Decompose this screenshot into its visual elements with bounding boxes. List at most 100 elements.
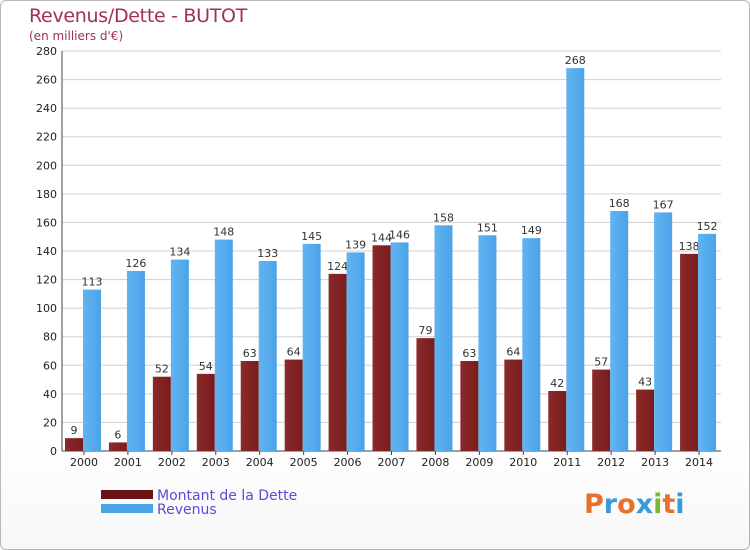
legend-label-revenue: Revenus bbox=[157, 502, 217, 518]
data-label-debt: 43 bbox=[638, 376, 652, 389]
data-label-debt: 6 bbox=[114, 428, 121, 441]
x-tick-label: 2005 bbox=[290, 456, 318, 469]
y-tick-label: 260 bbox=[36, 74, 57, 87]
bar-debt-2004 bbox=[240, 361, 259, 451]
data-label-revenue: 152 bbox=[697, 220, 718, 233]
data-label-debt: 9 bbox=[71, 424, 78, 437]
y-tick-label: 40 bbox=[43, 388, 57, 401]
bar-revenue-2003 bbox=[214, 239, 233, 451]
data-label-debt: 57 bbox=[594, 356, 608, 369]
data-label-debt: 64 bbox=[506, 346, 520, 359]
y-tick-label: 280 bbox=[36, 45, 57, 58]
data-label-revenue: 151 bbox=[477, 221, 498, 234]
x-tick-label: 2010 bbox=[509, 456, 537, 469]
y-tick-label: 0 bbox=[50, 445, 57, 458]
data-label-revenue: 268 bbox=[565, 54, 586, 67]
data-label-debt: 42 bbox=[550, 377, 564, 390]
y-tick-label: 180 bbox=[36, 188, 57, 201]
data-label-revenue: 134 bbox=[169, 246, 190, 259]
y-tick-label: 220 bbox=[36, 131, 57, 144]
x-tick-label: 2004 bbox=[246, 456, 274, 469]
data-label-debt: 63 bbox=[243, 347, 257, 360]
bar-revenue-2011 bbox=[566, 68, 585, 452]
data-label-revenue: 168 bbox=[609, 197, 630, 210]
logo-letter: i bbox=[675, 489, 685, 520]
y-tick-label: 120 bbox=[36, 274, 57, 287]
y-tick-label: 60 bbox=[43, 359, 57, 372]
bar-debt-2010 bbox=[504, 359, 523, 451]
chart-title: Revenus/Dette - BUTOT bbox=[29, 5, 248, 27]
logo-letter: o bbox=[617, 489, 636, 520]
bar-revenue-2010 bbox=[522, 238, 541, 451]
data-label-revenue: 126 bbox=[125, 257, 146, 270]
bar-revenue-2012 bbox=[610, 211, 629, 451]
bar-revenue-2014 bbox=[698, 233, 717, 451]
bar-debt-2006 bbox=[328, 273, 347, 451]
bar-debt-2002 bbox=[152, 376, 171, 451]
logo-letter: i bbox=[653, 489, 663, 520]
data-label-debt: 138 bbox=[679, 240, 700, 253]
bar-debt-2007 bbox=[372, 245, 391, 451]
bar-debt-2003 bbox=[196, 373, 215, 451]
x-tick-label: 2011 bbox=[553, 456, 581, 469]
x-tick-label: 2014 bbox=[685, 456, 713, 469]
bar-debt-2008 bbox=[416, 338, 435, 451]
bar-revenue-2006 bbox=[346, 252, 365, 451]
chart-subtitle: (en milliers d'€) bbox=[29, 29, 124, 43]
legend-swatch-revenue bbox=[101, 504, 153, 513]
data-label-debt: 144 bbox=[371, 231, 392, 244]
data-label-debt: 124 bbox=[327, 260, 348, 273]
data-label-debt: 64 bbox=[287, 346, 301, 359]
data-label-revenue: 133 bbox=[257, 247, 278, 260]
data-label-revenue: 146 bbox=[389, 228, 410, 241]
y-tick-label: 140 bbox=[36, 245, 57, 258]
x-tick-label: 2007 bbox=[378, 456, 406, 469]
data-label-revenue: 158 bbox=[433, 211, 454, 224]
logo-letter: x bbox=[635, 489, 654, 520]
bar-debt-2009 bbox=[460, 361, 479, 451]
bar-revenue-2002 bbox=[170, 259, 189, 451]
bar-revenue-2000 bbox=[83, 289, 101, 451]
bar-revenue-2007 bbox=[390, 242, 409, 451]
x-tick-label: 2009 bbox=[465, 456, 493, 469]
x-tick-label: 2002 bbox=[158, 456, 186, 469]
data-label-revenue: 113 bbox=[82, 276, 103, 289]
logo-letter: P bbox=[584, 489, 604, 520]
data-label-revenue: 167 bbox=[653, 198, 674, 211]
data-label-revenue: 148 bbox=[213, 226, 234, 239]
data-label-debt: 63 bbox=[462, 347, 476, 360]
logo-letter: t bbox=[662, 489, 676, 520]
data-label-debt: 79 bbox=[418, 324, 432, 337]
bar-debt-2012 bbox=[592, 369, 611, 451]
bar-revenue-2008 bbox=[434, 225, 453, 451]
data-label-debt: 54 bbox=[199, 360, 213, 373]
bar-revenue-2005 bbox=[302, 243, 321, 451]
legend-label-debt: Montant de la Dette bbox=[157, 488, 298, 504]
y-tick-label: 160 bbox=[36, 216, 57, 229]
data-label-revenue: 139 bbox=[345, 238, 366, 251]
data-label-revenue: 149 bbox=[521, 224, 542, 237]
bar-debt-2014 bbox=[680, 253, 699, 451]
y-tick-label: 100 bbox=[36, 302, 57, 315]
bar-revenue-2013 bbox=[654, 212, 673, 451]
x-tick-label: 2003 bbox=[202, 456, 230, 469]
legend-swatch-debt bbox=[101, 490, 153, 499]
bar-debt-2011 bbox=[548, 391, 567, 451]
y-tick-label: 240 bbox=[36, 102, 57, 115]
x-tick-label: 2013 bbox=[641, 456, 669, 469]
logo-letter: r bbox=[603, 489, 618, 520]
bar-debt-2001 bbox=[108, 442, 127, 451]
proxiti-logo: Proxiti bbox=[584, 489, 685, 520]
y-tick-label: 80 bbox=[43, 331, 57, 344]
x-tick-label: 2001 bbox=[114, 456, 142, 469]
x-tick-label: 2006 bbox=[334, 456, 362, 469]
bar-debt-2013 bbox=[636, 389, 655, 451]
data-label-revenue: 145 bbox=[301, 230, 322, 243]
bar-revenue-2009 bbox=[478, 235, 497, 451]
bar-revenue-2004 bbox=[258, 261, 277, 451]
data-label-debt: 52 bbox=[155, 363, 169, 376]
x-tick-label: 2012 bbox=[597, 456, 625, 469]
bar-debt-2005 bbox=[284, 359, 303, 451]
